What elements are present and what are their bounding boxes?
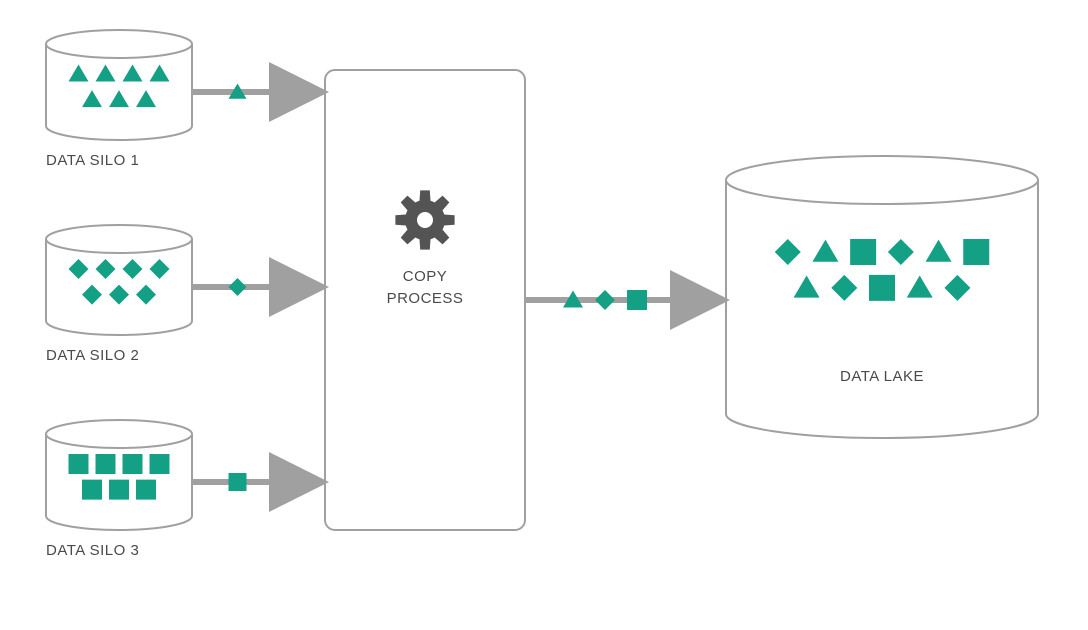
silo-1-label: DATA SILO 1	[46, 152, 192, 169]
data-lake-diagram	[0, 0, 1088, 630]
arrow-silo3-to-process	[192, 473, 319, 491]
arrow-process-to-lake	[525, 290, 720, 310]
process-label-line2: PROCESS	[325, 290, 525, 307]
silo-2-cylinder	[46, 225, 192, 335]
silo-1-cylinder	[46, 30, 192, 140]
silo-3-cylinder	[46, 420, 192, 530]
arrow-silo1-to-process	[192, 83, 319, 98]
process-label-line1: COPY	[325, 268, 525, 285]
arrow-silo2-to-process	[192, 278, 319, 296]
silo-3-label: DATA SILO 3	[46, 542, 192, 559]
lake-label: DATA LAKE	[726, 368, 1038, 385]
gear-icon	[395, 190, 454, 249]
silo-2-label: DATA SILO 2	[46, 347, 192, 364]
